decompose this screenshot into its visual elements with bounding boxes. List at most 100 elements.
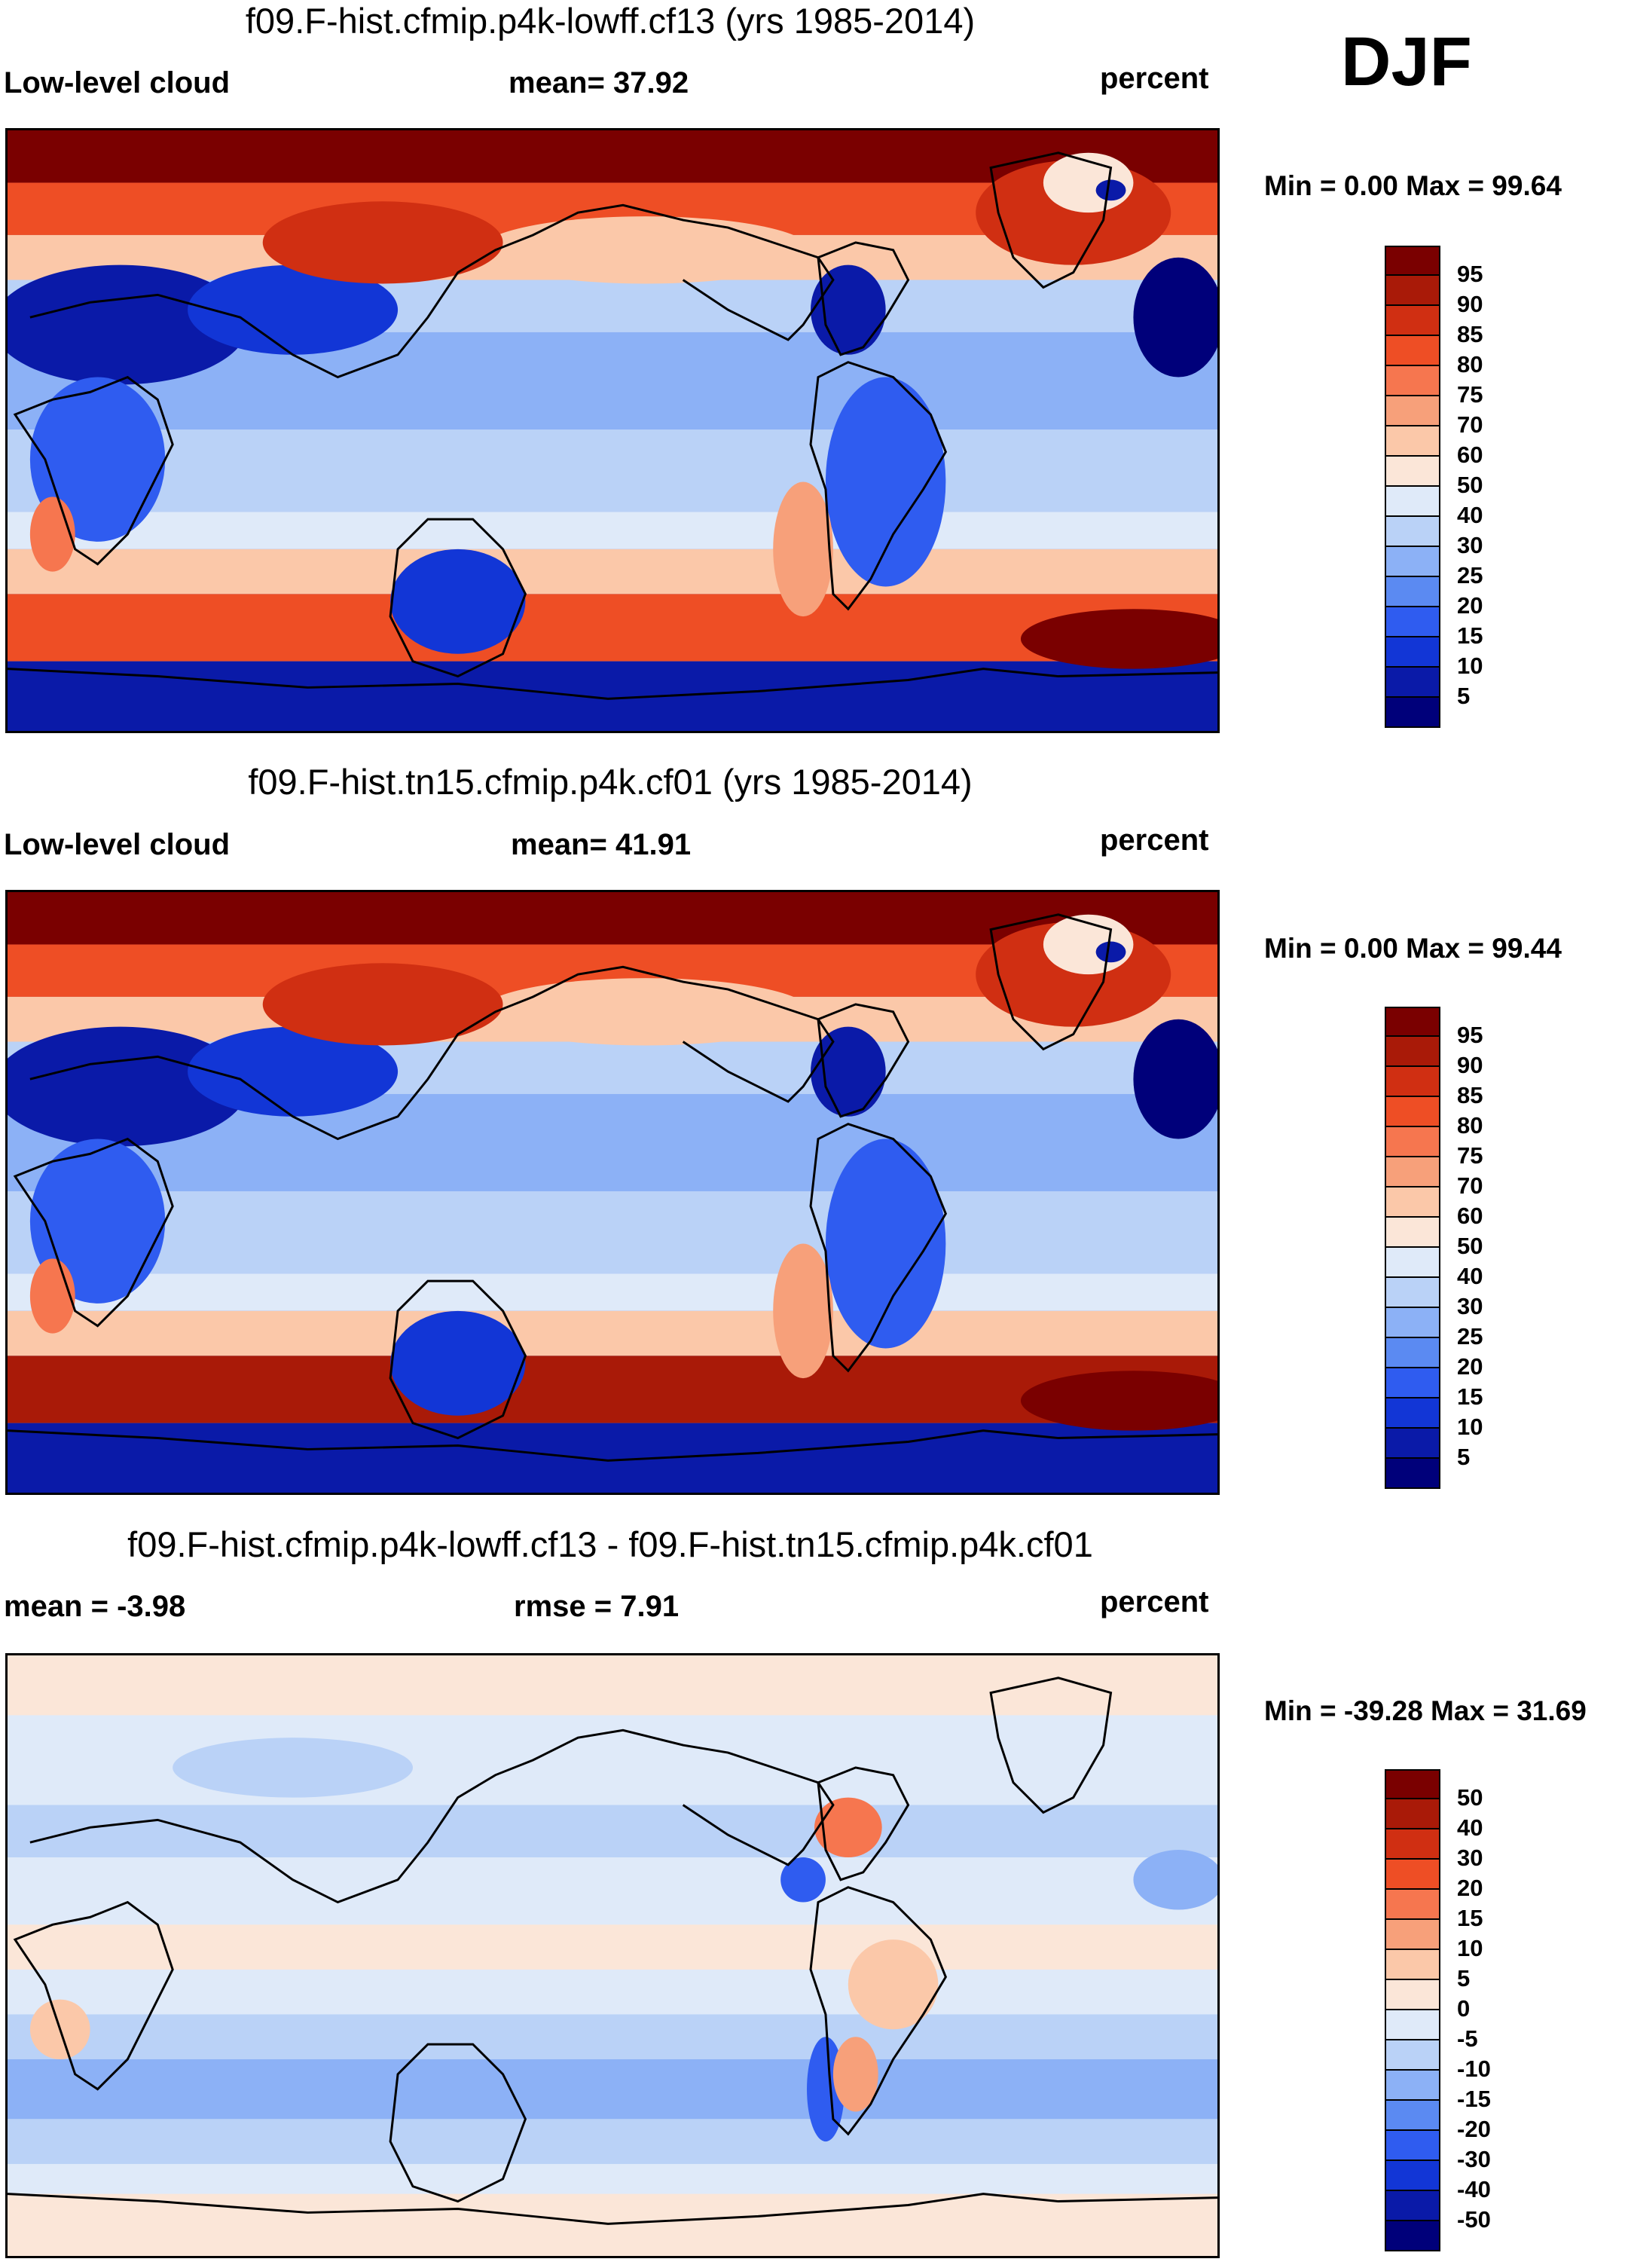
colorbar-swatch — [1385, 1246, 1440, 1278]
amazon-positive — [848, 1939, 939, 2030]
panel-3-mean-label: mean = -3.98 — [4, 1590, 186, 1623]
colorbar-swatch — [1385, 1186, 1440, 1218]
colorbar-tick-label: 30 — [1457, 1845, 1483, 1871]
sahara-arabia-minimum — [8, 1026, 248, 1147]
colorbar-swatch — [1385, 515, 1440, 547]
colorbar-tick-label: 50 — [1457, 472, 1483, 498]
colorbar-tick-label: 0 — [1457, 1995, 1471, 2022]
colorbar-tick-label: 85 — [1457, 321, 1483, 347]
coastline — [809, 361, 948, 611]
colorbar-tick-label: 40 — [1457, 1814, 1483, 1841]
colorbar-swatch — [1385, 1828, 1440, 1860]
panel-2-mean-label: mean= 41.91 — [511, 828, 692, 861]
colorbar-tick-label: 50 — [1457, 1784, 1483, 1811]
coastline — [8, 1429, 1217, 1462]
coastline — [389, 2043, 527, 2203]
colorbar-swatch — [1385, 1307, 1440, 1338]
colorbar-swatch — [1385, 1216, 1440, 1248]
panel-1-mean-label: mean= 37.92 — [509, 66, 689, 99]
siberia-negative — [173, 1738, 413, 1798]
namibia-deck — [29, 1258, 75, 1334]
atlantic-negative — [1133, 1850, 1217, 1910]
colorbar-tick-label: 10 — [1457, 653, 1483, 679]
panel-1-colorbar: 95 90 85 80 75 70 60 50 40 30 25 20 15 10 5 — [1385, 246, 1483, 728]
colorbar-swatch — [1385, 1858, 1440, 1890]
colorbar-tick-label: 70 — [1457, 1172, 1483, 1199]
panel-1-map-svg — [8, 130, 1217, 731]
southern-africa-field — [29, 377, 166, 542]
subtropical-south-band — [8, 1191, 1217, 1274]
panel-1-units-label: percent — [1100, 62, 1209, 95]
panel-2-map-svg — [8, 892, 1217, 1493]
colorbar-swatch — [1385, 1337, 1440, 1368]
coastline — [389, 518, 527, 678]
colorbar-swatch — [1385, 1156, 1440, 1187]
colorbar-swatch — [1385, 1457, 1440, 1489]
south-atlantic-maximum — [1021, 1371, 1217, 1431]
colorbar-tick-label: 5 — [1457, 1444, 1471, 1470]
colorbar-tick-label: -30 — [1457, 2146, 1491, 2172]
australia-minimum — [390, 1310, 526, 1416]
colorbar-tick-label: 10 — [1457, 1935, 1483, 1961]
colorbar-swatch — [1385, 1126, 1440, 1157]
siberia-maximum — [262, 201, 503, 284]
southern-africa-field — [29, 1139, 166, 1304]
sahara-west-minimum — [1133, 257, 1217, 377]
south-america-field — [825, 1139, 946, 1349]
panel-1-variable-label: Low-level cloud — [4, 66, 231, 99]
colorbar-swatch — [1385, 395, 1440, 426]
colorbar-tick-label: 5 — [1457, 1965, 1471, 1991]
colorbar-tick-label: 20 — [1457, 592, 1483, 619]
coastline — [13, 1900, 174, 2091]
colorbar-tick-label: 40 — [1457, 1263, 1483, 1289]
peru-deck — [773, 481, 833, 617]
north-pacific-deck — [480, 216, 811, 284]
colorbar-tick-label: 20 — [1457, 1353, 1483, 1380]
coastline — [817, 241, 910, 356]
colorbar-tick-label: 40 — [1457, 502, 1483, 528]
south-mid-lat-band — [8, 2059, 1217, 2120]
colorbar-swatch — [1385, 2129, 1440, 2161]
colorbar-tick-label: 60 — [1457, 442, 1483, 468]
south-atlantic-maximum — [1021, 609, 1217, 669]
mexico-positive — [814, 1797, 882, 1857]
coastline — [29, 1729, 835, 1904]
subtropical-south-band — [8, 429, 1217, 512]
colorbar-tick-label: 10 — [1457, 1414, 1483, 1440]
colorbar-swatch — [1385, 1276, 1440, 1308]
colorbar-tick-label: -20 — [1457, 2116, 1491, 2142]
colorbar-tick-label: -10 — [1457, 2056, 1491, 2082]
colorbar-tick-label: 20 — [1457, 1875, 1483, 1901]
tropical-band — [8, 1924, 1217, 1970]
colorbar-tick-label: 30 — [1457, 1293, 1483, 1319]
sahara-west-minimum — [1133, 1019, 1217, 1139]
coastline — [817, 1766, 910, 1881]
colorbar-swatch — [1385, 2009, 1440, 2040]
colorbar-tick-label: 60 — [1457, 1203, 1483, 1229]
colorbar-swatch — [1385, 455, 1440, 487]
subtropical-north-band — [8, 1805, 1217, 1857]
colorbar-tick-label: 25 — [1457, 562, 1483, 588]
peru-deck — [773, 1243, 833, 1379]
australia-minimum — [390, 549, 526, 654]
colorbar-swatch — [1385, 246, 1440, 276]
panel-3-title: f09.F-hist.cfmip.p4k-lowff.cf13 - f09.F-… — [127, 1524, 1093, 1564]
colorbar-swatch — [1385, 365, 1440, 396]
colorbar-swatch — [1385, 1397, 1440, 1429]
coastline — [809, 1886, 948, 2136]
panel-2-map — [5, 890, 1220, 1495]
colorbar-tick-label: 75 — [1457, 381, 1483, 408]
colorbar-swatch — [1385, 2099, 1440, 2131]
colorbar-tick-label: 15 — [1457, 1905, 1483, 1931]
colorbar-swatch — [1385, 485, 1440, 517]
colorbar-tick-label: 90 — [1457, 1052, 1483, 1078]
colorbar-swatch — [1385, 2190, 1440, 2221]
colorbar-swatch — [1385, 1007, 1440, 1037]
coastline — [989, 913, 1113, 1051]
panel-3-colorbar: 50 40 30 20 15 10 5 0 -5 -10 -15 -20 -30 -40 -50 — [1385, 1769, 1491, 2251]
panel-1-map — [5, 128, 1220, 733]
colorbar-tick-label: 30 — [1457, 532, 1483, 558]
central-asia-minimum — [188, 264, 399, 355]
colorbar-swatch — [1385, 304, 1440, 336]
east-pacific-negative — [780, 1857, 826, 1903]
